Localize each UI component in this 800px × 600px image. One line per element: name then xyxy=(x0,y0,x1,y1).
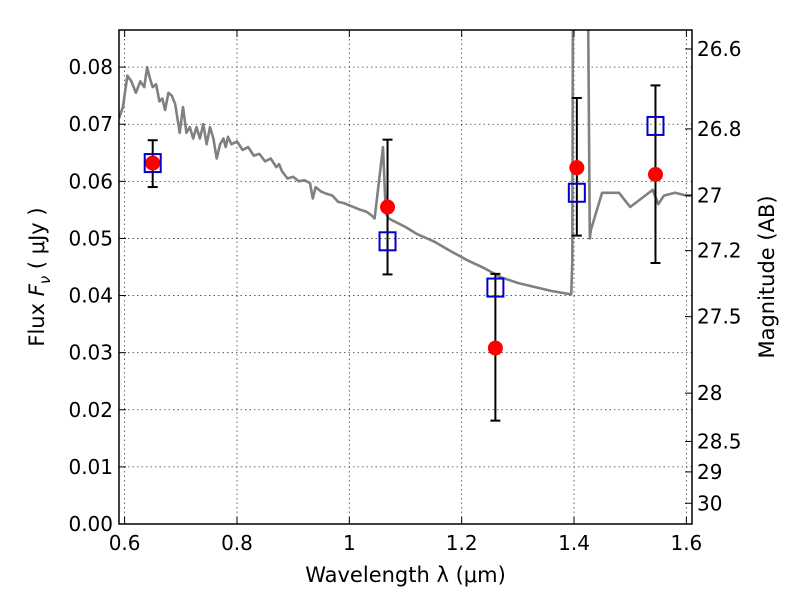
y-tick-label: 0.08 xyxy=(68,55,113,79)
y-tick-label: 0.02 xyxy=(68,398,113,422)
x-axis-label: Wavelength λ (μm) xyxy=(305,563,506,587)
y2-tick-label: 29 xyxy=(697,460,722,484)
model-flux-point xyxy=(646,115,665,136)
y-tick-label: 0.07 xyxy=(68,112,113,136)
x-tick-label: 0.8 xyxy=(221,531,253,555)
y-axis-label: Flux Fν ( μJy ) xyxy=(25,207,54,346)
x-tick-label: 1.4 xyxy=(558,531,590,555)
data-points-layer xyxy=(143,84,665,422)
y2-tick-label: 28.5 xyxy=(697,429,742,453)
observed-flux-point xyxy=(145,155,161,171)
y-tick-label: 0.04 xyxy=(68,284,113,308)
model-flux-point xyxy=(143,153,162,174)
y-tick-label: 0.03 xyxy=(68,341,113,365)
grid-layer xyxy=(119,30,692,525)
y-axis-label-prefix: Flux xyxy=(25,296,49,346)
y2-tick-label: 26.6 xyxy=(697,37,742,61)
observed-flux-point xyxy=(380,199,396,215)
y2-tick-label: 28 xyxy=(697,381,722,405)
y-tick-label: 0.05 xyxy=(68,226,113,250)
y-axis-label-units: ( μJy ) xyxy=(25,207,49,275)
x-tick-label: 1 xyxy=(343,531,356,555)
y2-tick-label: 27.2 xyxy=(697,239,742,263)
model-spectrum-line xyxy=(119,30,692,296)
model-flux-point xyxy=(567,182,586,203)
model-spectrum-layer xyxy=(119,30,692,296)
observed-flux-point xyxy=(487,340,503,356)
y-tick-label: 0.01 xyxy=(68,455,113,479)
x-tick-label: 1.6 xyxy=(670,531,702,555)
y-axis-label-subscript: ν xyxy=(36,276,54,284)
observed-flux-point xyxy=(647,166,663,182)
observed-flux-point xyxy=(569,160,585,176)
y-tick-label: 0.06 xyxy=(68,169,113,193)
plot-frame xyxy=(118,29,693,525)
y2-tick-label: 27 xyxy=(697,183,722,207)
y2-tick-label: 30 xyxy=(697,491,722,515)
x-tick-label: 1.2 xyxy=(446,531,478,555)
y2-axis-label: Magnitude (AB) xyxy=(755,195,779,358)
x-tick-label: 0.6 xyxy=(109,531,141,555)
y2-tick-label: 27.5 xyxy=(697,305,742,329)
model-flux-point xyxy=(378,231,397,252)
model-flux-point xyxy=(486,277,505,298)
y-axis-label-symbol: F xyxy=(25,283,49,296)
y2-tick-label: 26.8 xyxy=(697,117,742,141)
ticks-layer: 0.6 0.8 1 1.2 1.4 1.6 0.00 0.01 0.02 0.03 0.04 0.05… xyxy=(68,30,742,555)
y-tick-label: 0.00 xyxy=(68,512,113,536)
